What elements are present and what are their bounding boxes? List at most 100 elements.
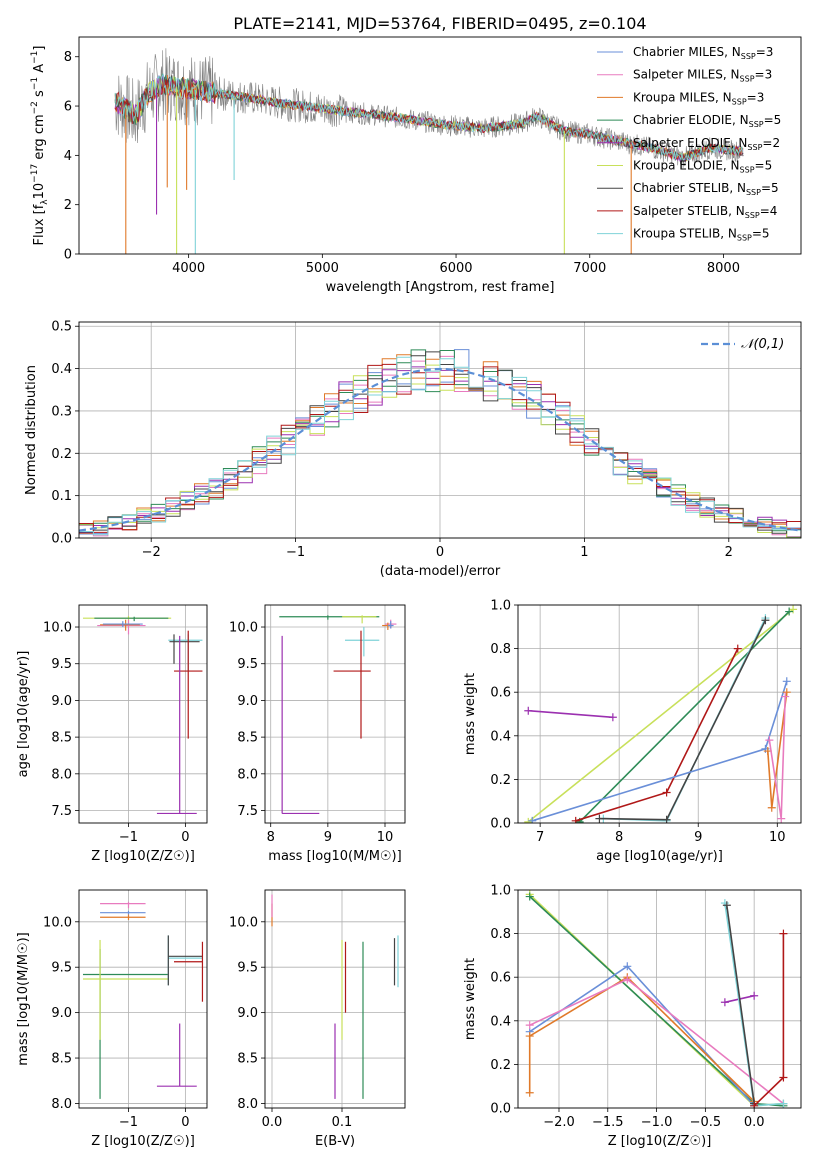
- data-point: [595, 814, 604, 823]
- x-tick-label: 7: [536, 830, 544, 845]
- data-point: [733, 644, 742, 653]
- y-tick-label: 7.5: [51, 804, 72, 819]
- x-tick-label: −1.5: [592, 1115, 624, 1130]
- x-tick-label: −2: [142, 545, 161, 560]
- y-tick-label: 6: [64, 100, 72, 115]
- y-tick-label: 7.5: [237, 804, 258, 819]
- data-point: [623, 962, 632, 971]
- data-point: [571, 816, 580, 823]
- x-tick-label: −1: [119, 1115, 138, 1130]
- x-axis-label: Z [log10(Z/Z☉)]: [91, 849, 195, 864]
- y-tick-label: 10.0: [43, 915, 72, 930]
- legend-entry: Salpeter MILES, NSSP=3: [633, 68, 772, 84]
- y-axis-label: age [log10(age/yr)]: [16, 651, 31, 778]
- y-tick-label: 9.5: [51, 657, 72, 672]
- y-tick-label: 8.0: [51, 767, 72, 782]
- series-line: [528, 976, 755, 1103]
- y-axis-label: Flux [fλ10−17 erg cm−2 s−1 A−1]: [30, 46, 50, 246]
- x-axis-label: mass [log10(M/M☉)]: [268, 849, 401, 864]
- y-tick-label: 0.0: [490, 817, 511, 832]
- data-point: [779, 1099, 788, 1108]
- plot-area: [525, 890, 788, 1108]
- data-point: [782, 677, 791, 686]
- x-tick-label: 9: [324, 830, 332, 845]
- data-point: [525, 1032, 534, 1041]
- mass-vs-extinction-panel: 0.0 0.1 8.0 8.5 9.0 9.5 10.0 E(B-V): [229, 889, 406, 1149]
- y-tick-label: 0.6: [490, 971, 511, 986]
- x-tick-label: −1.0: [641, 1115, 673, 1130]
- x-tick-label: 0: [181, 1115, 189, 1130]
- data-point: [785, 607, 794, 616]
- legend-entry: Kroupa ELODIE, NSSP=5: [633, 159, 772, 175]
- plot-area: [524, 605, 798, 823]
- x-tick-label: 4000: [172, 261, 205, 276]
- y-tick-label: 8.5: [51, 731, 72, 746]
- data-point: [662, 788, 671, 797]
- x-axis-label: E(B-V): [315, 1134, 355, 1149]
- data-point: [623, 975, 632, 984]
- y-tick-label: 9.5: [237, 657, 258, 672]
- figure-title: PLATE=2141, MJD=53764, FIBERID=0495, z=0…: [233, 14, 646, 33]
- y-tick-label: 8.0: [237, 767, 258, 782]
- y-tick-label: 2: [64, 198, 72, 213]
- plot-area: [79, 349, 801, 538]
- y-tick-label: 0.8: [490, 927, 511, 942]
- axes-frame: [78, 604, 208, 824]
- age-vs-mass-panel: 8 9 10 7.5 8.0 8.5 9.0 9.5 10.0 mass [log10(M/M☉)…: [229, 604, 406, 864]
- axes-frame: [264, 889, 406, 1109]
- x-tick-label: 8: [615, 830, 623, 845]
- x-axis-label: (data-model)/error: [380, 564, 501, 579]
- legend-entry: Chabrier MILES, NSSP=3: [633, 45, 773, 61]
- y-axis-label: mass weight: [463, 673, 478, 755]
- x-tick-label: 0.0: [262, 1115, 283, 1130]
- y-axis-label: mass [log10(M/M☉)]: [16, 932, 31, 1065]
- data-point: [524, 706, 533, 715]
- x-tick-label: 9: [694, 830, 702, 845]
- x-tick-label: 0: [436, 545, 444, 560]
- legend-entry: Kroupa STELIB, NSSP=5: [633, 227, 770, 243]
- y-axis-label: mass weight: [463, 958, 478, 1040]
- data-point: [782, 688, 791, 697]
- series-line: [528, 709, 613, 719]
- y-tick-label: 9.0: [51, 694, 72, 709]
- y-tick-label: 9.5: [51, 961, 72, 976]
- y-tick-label: 9.0: [51, 1006, 72, 1021]
- y-tick-label: 10.0: [43, 621, 72, 636]
- residual-histogram-panel: −2 −1 0 1 2 0.0 0.1 0.2 0.3 0.4 0.5 (data-model)/er…: [24, 320, 802, 579]
- x-axis-label: wavelength [Angstrom, rest frame]: [326, 280, 555, 295]
- y-tick-label: 0.2: [490, 1058, 511, 1073]
- x-tick-label: 8: [267, 830, 275, 845]
- data-point: [750, 1101, 759, 1108]
- y-tick-label: 9.0: [237, 1006, 258, 1021]
- x-tick-label: 1: [580, 545, 588, 560]
- y-tick-label: 0.1: [51, 489, 72, 504]
- y-tick-label: 8.5: [51, 1052, 72, 1067]
- y-tick-label: 9.0: [237, 694, 258, 709]
- y-tick-label: 1.0: [490, 599, 511, 614]
- x-tick-label: 2: [725, 545, 733, 560]
- data-point: [525, 892, 534, 901]
- x-tick-label: 7000: [573, 261, 606, 276]
- x-tick-label: −2.0: [543, 1115, 575, 1130]
- y-tick-label: 8.5: [237, 731, 258, 746]
- y-tick-label: 10.0: [229, 621, 258, 636]
- data-point: [767, 803, 776, 812]
- axes-frame: [78, 36, 802, 255]
- massweight-vs-metallicity-panel: −2.0 −1.5 −1.0 −0.5 0.0 0.0 0.2 0.4 0.6 0.8 1.0 Z […: [463, 884, 802, 1149]
- y-tick-label: 9.5: [237, 961, 258, 976]
- data-point: [525, 1088, 534, 1097]
- plot-area: [279, 615, 397, 815]
- data-point: [777, 814, 786, 823]
- y-tick-label: 0.0: [490, 1102, 511, 1117]
- data-point: [750, 991, 759, 1000]
- plot-area: [271, 894, 399, 1099]
- legend-entry: Kroupa MILES, NSSP=3: [633, 90, 764, 106]
- x-tick-label: 10: [769, 830, 786, 845]
- data-point: [720, 998, 729, 1007]
- y-tick-label: 0.0: [51, 532, 72, 547]
- data-point: [525, 1021, 534, 1030]
- legend-entry: Salpeter STELIB, NSSP=4: [633, 204, 777, 220]
- axes-frame: [264, 604, 406, 824]
- series-line: [753, 933, 785, 1107]
- y-tick-label: 0.3: [51, 404, 72, 419]
